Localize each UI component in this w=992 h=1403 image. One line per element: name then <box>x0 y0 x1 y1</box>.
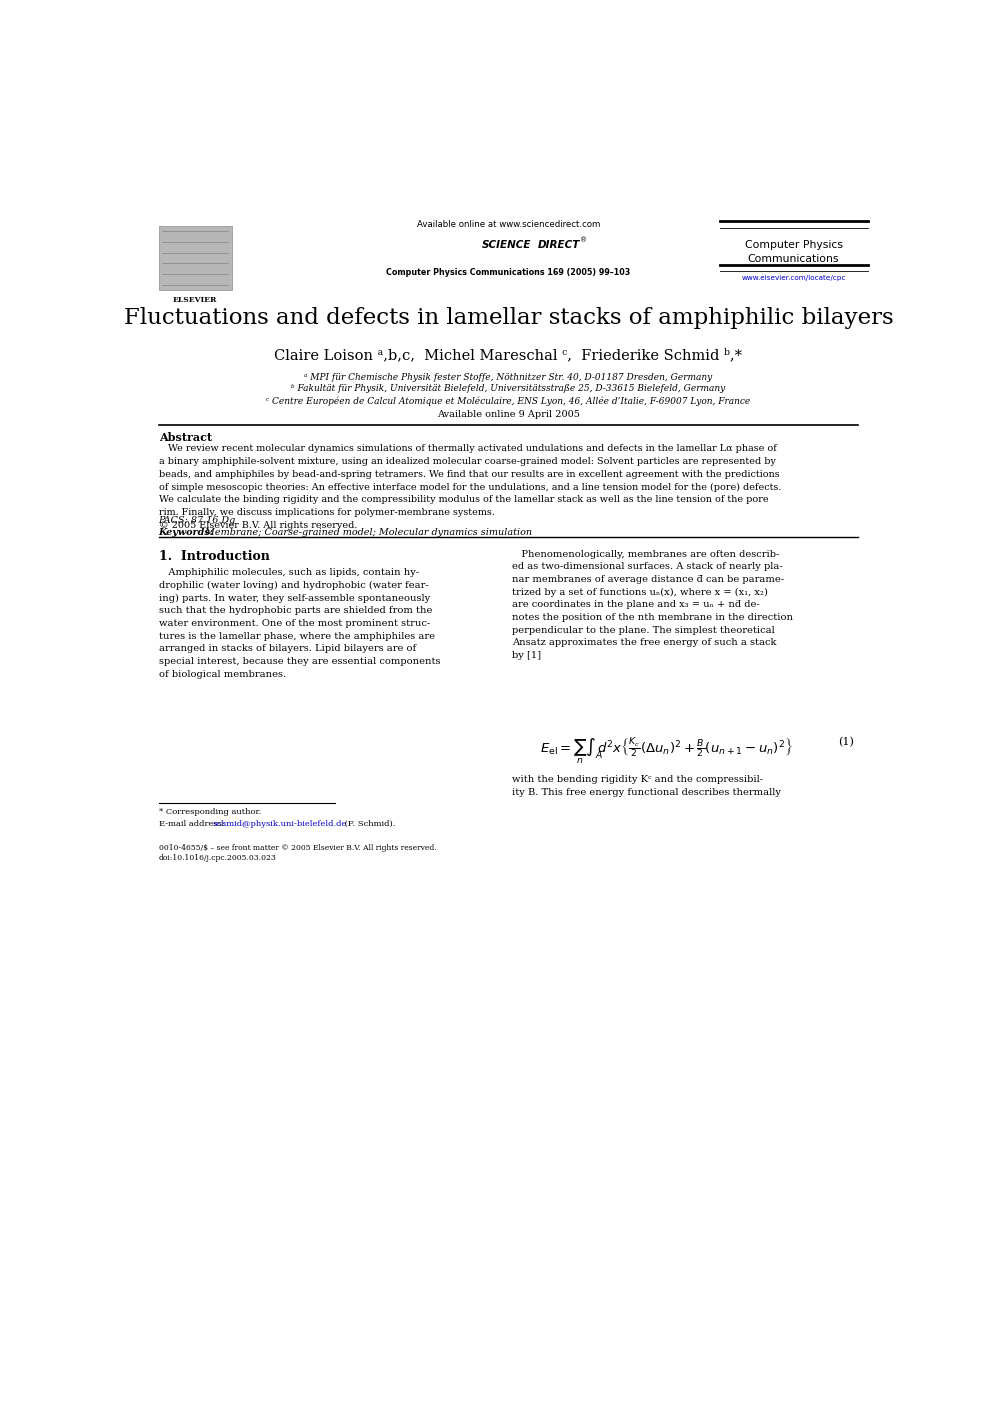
Text: Communications: Communications <box>748 254 839 264</box>
Text: We review recent molecular dynamics simulations of thermally activated undulatio: We review recent molecular dynamics simu… <box>159 443 781 530</box>
Text: with the bending rigidity Kᶜ and the compressibil-
ity B. This free energy funct: with the bending rigidity Kᶜ and the com… <box>512 776 782 797</box>
Text: Phenomenologically, membranes are often describ-
ed as two-dimensional surfaces.: Phenomenologically, membranes are often … <box>512 550 794 659</box>
Text: ᵃ MPI für Chemische Physik fester Stoffe, Nöthnitzer Str. 40, D-01187 Dresden, G: ᵃ MPI für Chemische Physik fester Stoffe… <box>305 373 712 382</box>
Text: ®: ® <box>580 237 587 244</box>
Text: Amphiphilic molecules, such as lipids, contain hy-
drophilic (water loving) and : Amphiphilic molecules, such as lipids, c… <box>159 568 440 679</box>
Bar <box>159 226 231 290</box>
Text: Membrane; Coarse-grained model; Molecular dynamics simulation: Membrane; Coarse-grained model; Molecula… <box>202 528 533 537</box>
Text: Computer Physics: Computer Physics <box>745 240 842 250</box>
Text: schmid@physik.uni-bielefeld.de: schmid@physik.uni-bielefeld.de <box>212 819 347 828</box>
Text: doi:10.1016/j.cpc.2005.03.023: doi:10.1016/j.cpc.2005.03.023 <box>159 854 277 863</box>
Text: (F. Schmid).: (F. Schmid). <box>341 819 395 828</box>
Text: 1.  Introduction: 1. Introduction <box>159 550 270 563</box>
Text: SCIENCE: SCIENCE <box>481 240 531 250</box>
Text: PACS: 87.16.Dg: PACS: 87.16.Dg <box>159 516 236 525</box>
Text: ᶜ Centre Européen de Calcul Atomique et Moléculaire, ENS Lyon, 46, Allée d’Itali: ᶜ Centre Européen de Calcul Atomique et … <box>266 396 751 405</box>
Text: www.elsevier.com/locate/cpc: www.elsevier.com/locate/cpc <box>741 275 846 282</box>
Text: Computer Physics Communications 169 (2005) 99–103: Computer Physics Communications 169 (200… <box>386 268 631 276</box>
Text: Fluctuations and defects in lamellar stacks of amphiphilic bilayers: Fluctuations and defects in lamellar sta… <box>124 307 893 328</box>
Text: DIRECT: DIRECT <box>538 240 580 250</box>
Text: * Corresponding author.: * Corresponding author. <box>159 808 261 817</box>
Text: ᵇ Fakultät für Physik, Universität Bielefeld, Universitätsstraße 25, D-33615 Bie: ᵇ Fakultät für Physik, Universität Biele… <box>292 384 725 393</box>
Text: Keywords:: Keywords: <box>159 528 214 537</box>
Text: E-mail address:: E-mail address: <box>159 819 227 828</box>
Text: Available online at www.sciencedirect.com: Available online at www.sciencedirect.co… <box>417 220 600 229</box>
Text: Available online 9 April 2005: Available online 9 April 2005 <box>436 410 580 419</box>
Text: 0010-4655/$ – see front matter © 2005 Elsevier B.V. All rights reserved.: 0010-4655/$ – see front matter © 2005 El… <box>159 843 436 852</box>
Text: Abstract: Abstract <box>159 432 211 443</box>
Text: ELSEVIER: ELSEVIER <box>173 296 217 304</box>
Text: (1): (1) <box>838 737 854 746</box>
Text: $E_{\rm el} = \sum_{n} \int_{A} \!\! d^2x \left\{ \frac{K_c}{2}(\Delta u_n)^2 + : $E_{\rm el} = \sum_{n} \int_{A} \!\! d^2… <box>540 737 793 766</box>
Text: Claire Loison ᵃ,b,c,  Michel Mareschal ᶜ,  Friederike Schmid ᵇ,*: Claire Loison ᵃ,b,c, Michel Mareschal ᶜ,… <box>275 349 742 363</box>
